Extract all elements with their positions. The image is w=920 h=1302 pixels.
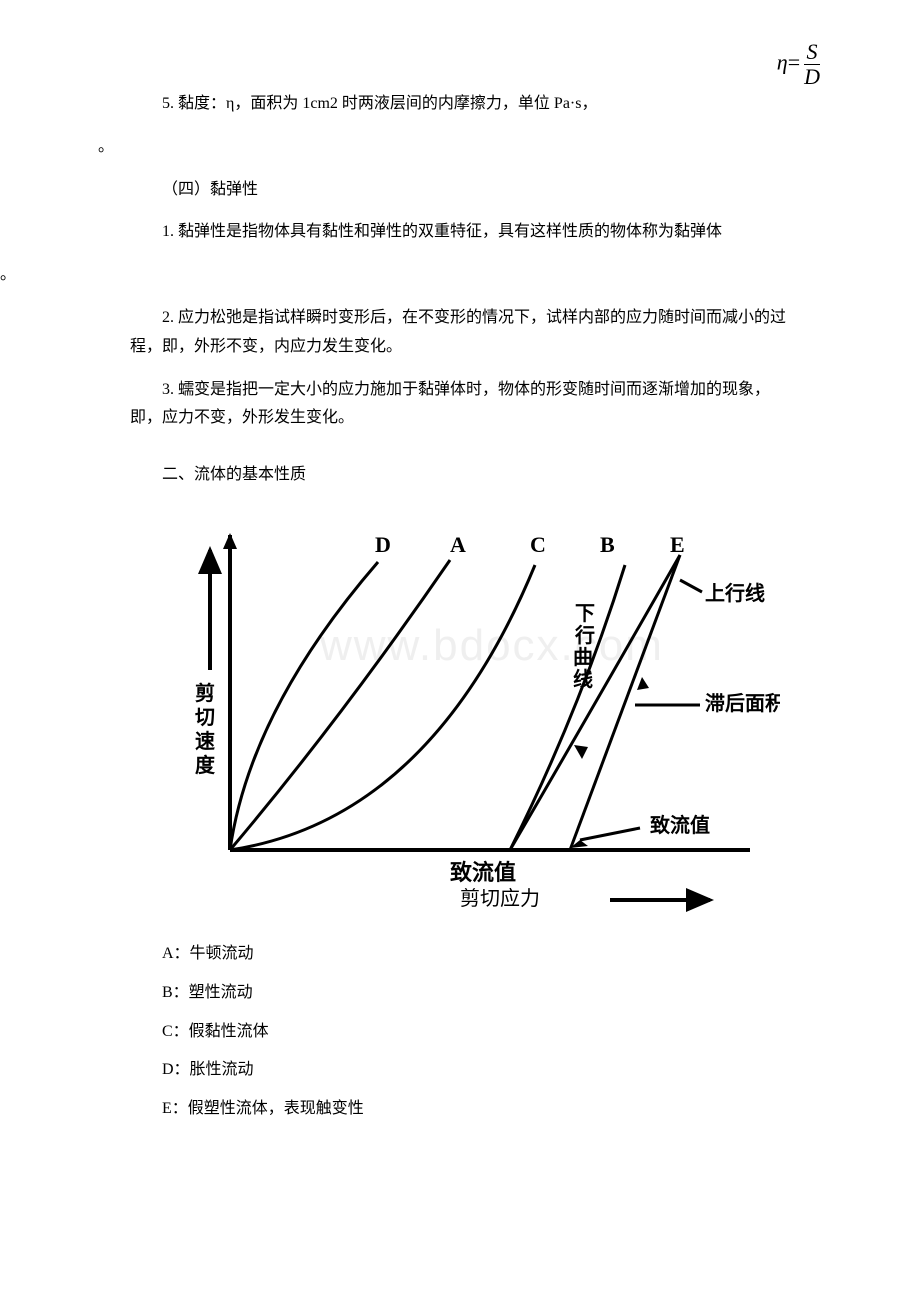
svg-text:致流值: 致流值 bbox=[650, 813, 710, 837]
para-4-3: 3. 蠕变是指把一定大小的应力施加于黏弹体时，物体的形变随时间而逐渐增加的现象，… bbox=[130, 376, 790, 434]
legend-block: A：牛顿流动 B：塑性流动 C：假黏性流体 D：胀性流动 E：假塑性流体，表现触… bbox=[130, 940, 790, 1124]
formula-eq: = bbox=[788, 50, 800, 75]
formula-numerator: S bbox=[804, 40, 820, 64]
svg-text:切: 切 bbox=[195, 706, 215, 729]
svg-text:剪切应力: 剪切应力 bbox=[460, 887, 540, 910]
svg-text:行: 行 bbox=[574, 623, 595, 647]
heading-section-4: （四）黏弹性 bbox=[130, 176, 790, 205]
svg-text:滞后面积: 滞后面积 bbox=[705, 692, 780, 715]
svg-text:剪: 剪 bbox=[195, 681, 215, 705]
viscosity-formula: η=SD bbox=[777, 40, 820, 89]
legend-d: D：胀性流动 bbox=[130, 1056, 790, 1085]
rheology-diagram: www.bdocx.com剪切速度DACBE下行曲线上行线滞后面积致流值致流值剪… bbox=[140, 500, 780, 920]
svg-text:E: E bbox=[670, 532, 685, 557]
legend-c: C：假黏性流体 bbox=[130, 1018, 790, 1047]
legend-e: E：假塑性流体，表现触变性 bbox=[130, 1095, 790, 1124]
svg-text:致流值: 致流值 bbox=[450, 860, 516, 885]
para-5-tail: 。 bbox=[98, 133, 790, 162]
svg-text:曲: 曲 bbox=[573, 646, 593, 669]
legend-a: A：牛顿流动 bbox=[130, 940, 790, 969]
formula-lhs: η bbox=[777, 50, 788, 75]
svg-text:D: D bbox=[375, 532, 391, 557]
formula-denominator: D bbox=[804, 64, 820, 89]
svg-text:下: 下 bbox=[575, 603, 595, 625]
para-4-1-text: 1. 黏弹性是指物体具有黏性和弹性的双重特征，具有这样性质的物体称为黏弹体 bbox=[162, 223, 722, 240]
para-5-text: 5. 黏度：η，面积为 1cm2 时两液层间的内摩擦力，单位 Pa·s， bbox=[162, 95, 597, 112]
svg-text:www.bdocx.com: www.bdocx.com bbox=[319, 621, 664, 670]
svg-text:速: 速 bbox=[195, 730, 215, 753]
svg-text:度: 度 bbox=[195, 753, 216, 777]
rheology-diagram-container: www.bdocx.com剪切速度DACBE下行曲线上行线滞后面积致流值致流值剪… bbox=[130, 500, 790, 920]
para-4-1-tail: 。 bbox=[0, 261, 790, 290]
svg-text:C: C bbox=[530, 532, 546, 557]
heading-section-2: 二、流体的基本性质 bbox=[130, 461, 790, 490]
para-4-2: 2. 应力松弛是指试样瞬时变形后，在不变形的情况下，试样内部的应力随时间而减小的… bbox=[130, 304, 790, 362]
para-4-1: 1. 黏弹性是指物体具有黏性和弹性的双重特征，具有这样性质的物体称为黏弹体 bbox=[130, 218, 790, 247]
svg-text:B: B bbox=[600, 532, 615, 557]
para-5-viscosity: 5. 黏度：η，面积为 1cm2 时两液层间的内摩擦力，单位 Pa·s， bbox=[130, 90, 790, 119]
svg-text:A: A bbox=[450, 532, 466, 557]
legend-b: B：塑性流动 bbox=[130, 979, 790, 1008]
svg-text:上行线: 上行线 bbox=[705, 581, 765, 605]
svg-text:线: 线 bbox=[573, 667, 593, 691]
